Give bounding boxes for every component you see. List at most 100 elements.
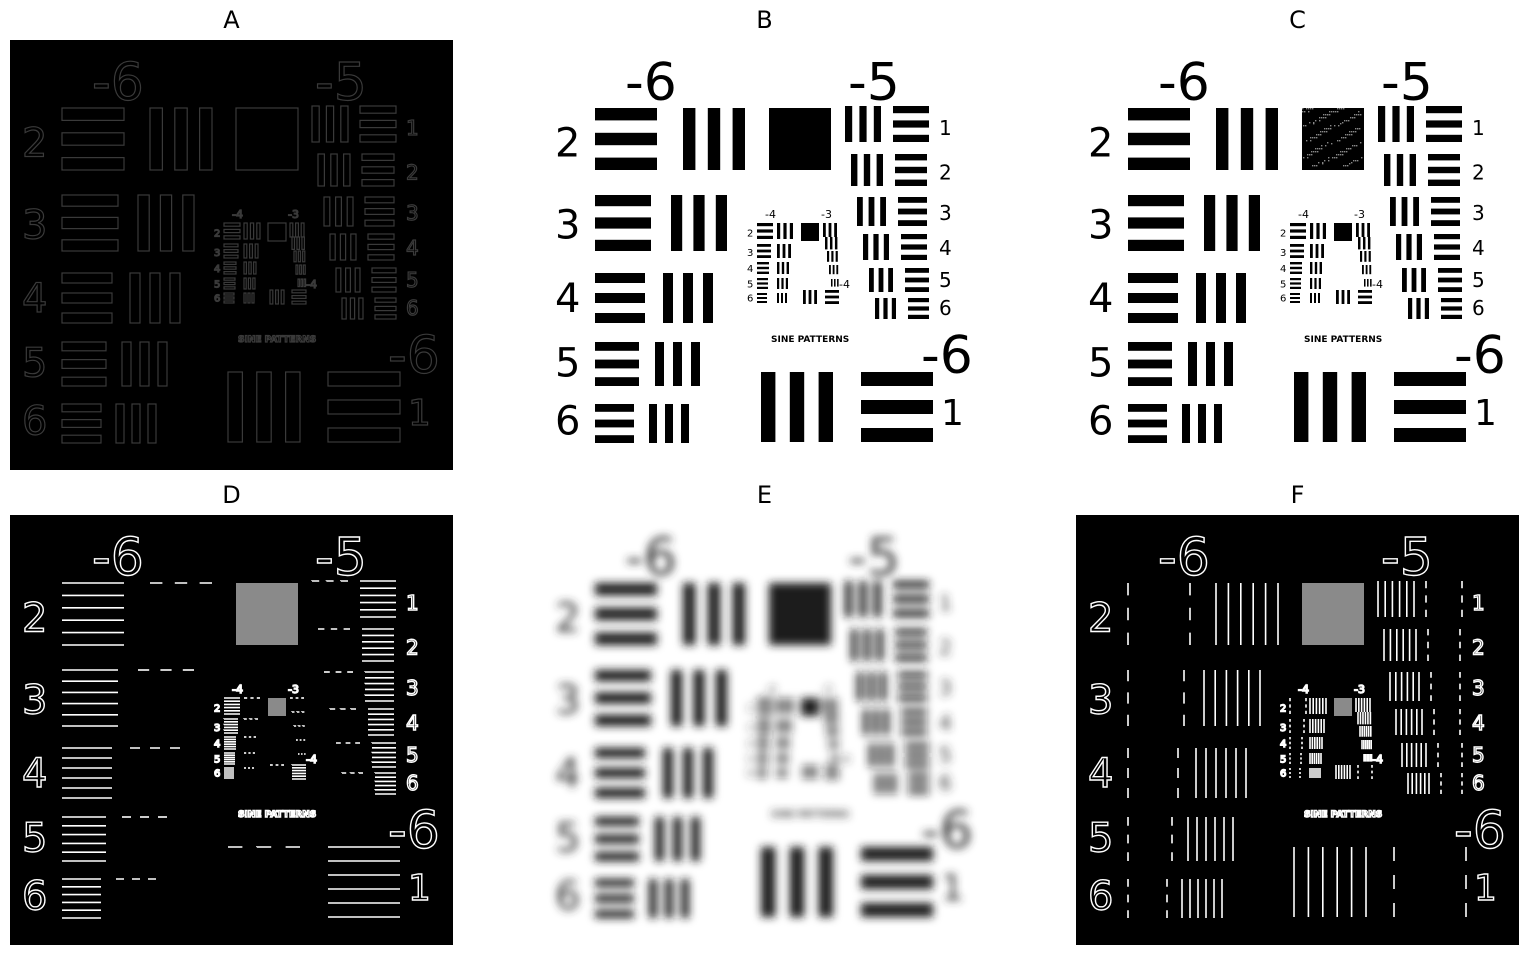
panel-f-inner-el-2-hbar-2 [1289, 710, 1307, 715]
panel-f-inner-bottom-h-hbar-2 [1357, 775, 1373, 780]
panel-a-left-el-2-vbar-0 [149, 107, 163, 171]
panel-d-left-el-3-hbar-0 [61, 669, 119, 682]
panel-c-noise-dot [1311, 151, 1313, 153]
panel-f-right-el-5-vbar-1 [1410, 742, 1418, 768]
panel-c-noise-dot [1346, 120, 1348, 122]
panel-a-right-el-6-hbar-2 [374, 314, 397, 320]
panel-c-right-num-3: 3 [1472, 201, 1485, 225]
panel-e-left-el-5-vbar-1 [673, 817, 682, 861]
panel-f: -6 -5 -6 2 3 4 5 6 1 2 3 4 5 6 -4 -3 -4 2 3 4 5 6 SINE PATTERN… [1076, 515, 1519, 945]
panel-e-inner-label-bottom: -4 [839, 753, 850, 766]
panel-c-noise-dot [1314, 165, 1316, 167]
panel-c-noise-dot [1358, 111, 1360, 113]
panel-c-inner-num-6: 6 [1280, 294, 1286, 305]
panel-c-inner-right-el-1-vbar-1 [1362, 237, 1366, 250]
panel-f-logo: SINE PATTERNS [1304, 810, 1382, 820]
panel-b-left-el-4-hbar-2 [595, 313, 645, 323]
panel-c-inner-el-5-hbar-2 [1290, 286, 1301, 289]
panel-f-inner-el-4-hbar-0 [1289, 736, 1303, 741]
panel-b-inner-el-2-vbar-2 [789, 223, 793, 239]
panel-e-inner-el-2-hbar-1 [757, 704, 773, 708]
panel-f-inner-el-3-vbar-0 [1309, 718, 1314, 734]
panel-e-bottom-el-1-vbar-2 [818, 847, 833, 917]
panel-e-left-el-4-hbar-0 [595, 748, 645, 758]
panel-a-right-el-5-vbar-0 [335, 267, 342, 293]
panel-b-left-num-2: 2 [555, 120, 580, 166]
panel-b-inner-bottom-v-vbar-0 [803, 290, 806, 304]
panel-f-left-el-4-vbar-0 [1195, 747, 1207, 799]
panel-a-inner-right-el-1-vbar-0 [291, 236, 296, 250]
panel-f-left-num-4: 4 [1088, 751, 1113, 797]
panel-e-inner-right-el-2-vbar-1 [831, 726, 834, 737]
panel-b-right-el-6-hbar-0 [908, 298, 929, 303]
panel-d-left-el-2-vbar-2 [198, 582, 213, 646]
panel-a-logo: SINE PATTERNS [238, 335, 316, 345]
panel-b-inner-right-el-0-vbar-1 [828, 223, 832, 237]
panel-b-left-el-3-hbar-1 [595, 217, 651, 229]
panel-b-inner-el-6-vbar-2 [785, 293, 787, 303]
panel-b-right-num-6: 6 [939, 296, 952, 320]
panel-e-left-num-2: 2 [555, 595, 580, 641]
panel-title-a: A [223, 6, 240, 34]
panel-c-inner-num-3: 3 [1280, 248, 1286, 259]
panel-a-inner-el-3-vbar-0 [243, 243, 248, 259]
panel-d-inner-el-4-vbar-2 [252, 736, 257, 750]
panel-d-inner-el-5-vbar-2 [252, 752, 256, 765]
panel-a-inner-el-6-vbar-2 [251, 292, 255, 304]
panel-c-noise-dot [1347, 165, 1349, 167]
panel-d-logo: SINE PATTERNS [238, 810, 316, 820]
panel-f-right-el-4-hbar-1 [1433, 718, 1461, 726]
panel-d-inner-right-el-2-vbar-1 [297, 725, 302, 738]
panel-e-inner-el-4-vbar-0 [777, 737, 780, 749]
panel-c-noise-dot [1345, 165, 1347, 167]
panel-e-left-el-5-hbar-1 [595, 834, 639, 844]
panel-b-inner-el-2-hbar-2 [757, 235, 773, 239]
panel-b-left-el-4-vbar-1 [683, 273, 693, 323]
panel-d-left-el-3-vbar-1 [159, 669, 173, 727]
panel-c-inner-right-el-1-vbar-2 [1367, 237, 1371, 250]
panel-b-inner-right-el-3-vbar-0 [829, 265, 831, 275]
panel-d-right-num-6: 6 [406, 771, 419, 795]
panel-c-noise-dot [1313, 151, 1315, 153]
panel-e-inner-el-2-vbar-0 [777, 698, 781, 714]
panel-e-bottom-el-1-hbar-1 [861, 875, 933, 889]
panel-b-left-el-2-vbar-1 [707, 108, 721, 170]
panel-a-inner-el-6-hbar-0 [223, 292, 235, 296]
panel-a-left-el-2-hbar-0 [61, 107, 125, 121]
panel-c-inner-el-4-vbar-1 [1314, 262, 1318, 274]
panel-c-inner-el-2-hbar-2 [1290, 235, 1306, 239]
panel-f-right-el-1-hbar-1 [1425, 594, 1463, 604]
panel-f-right-num-4: 4 [1472, 711, 1485, 735]
panel-b-inner-bottom-v-vbar-1 [808, 290, 812, 304]
panel-f-left-el-2-vbar-0 [1215, 582, 1230, 646]
panel-d-inner-right-el-1-vbar-0 [291, 711, 296, 726]
panel-e-left-el-5-vbar-2 [691, 817, 700, 861]
panel-e-inner-el-5-vbar-2 [785, 753, 788, 764]
panel-f-group-label-left: -6 [1158, 528, 1210, 588]
panel-c-noise-dot [1338, 125, 1340, 127]
panel-e-right-el-2-hbar-0 [895, 629, 927, 636]
panel-d-inner-el-2-vbar-0 [243, 697, 249, 715]
panel-d-right-el-1-vbar-1 [325, 580, 335, 618]
panel-d-left-el-2-hbar-2 [61, 631, 125, 646]
panel-b-inner-el-5-vbar-0 [777, 278, 780, 289]
panel-f-right-num-2: 2 [1472, 636, 1485, 660]
panel-c-noise-dot [1310, 140, 1312, 142]
panel-c-right-el-3-hbar-1 [1431, 208, 1460, 215]
panel-f-inner-num-3: 3 [1280, 723, 1286, 734]
panel-b-right-el-2-hbar-1 [895, 166, 927, 174]
panel-f-left-el-3-vbar-0 [1203, 669, 1216, 727]
panel-a-inner-el-2-hbar-2 [223, 235, 241, 240]
panel-a-inner-bottom-v-vbar-2 [280, 289, 285, 305]
panel-c-noise-dot [1302, 108, 1304, 110]
panel-c-left-el-6-hbar-0 [1128, 404, 1167, 412]
panel-d-inner-right-el-3-vbar-2 [302, 739, 306, 750]
panel-f-right-el-1-vbar-1 [1391, 580, 1401, 618]
panel-c-right-num-5: 5 [1472, 268, 1485, 292]
panel-a-right-el-6-vbar-0 [341, 297, 347, 320]
panel-a-bottom-el-1-vbar-1 [256, 371, 272, 443]
panel-b-bottom-num-1: 1 [941, 393, 964, 434]
panel-c-noise-dot [1325, 145, 1327, 147]
panel-c-noise-dot [1356, 145, 1358, 147]
